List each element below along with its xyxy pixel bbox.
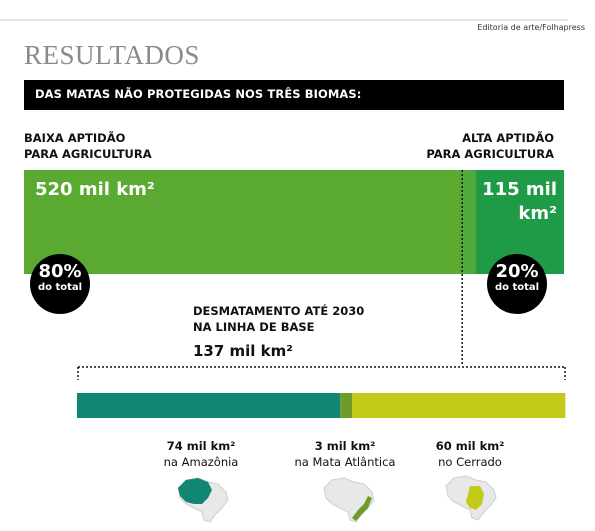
deforestation-label: DESMATAMENTO ATÉ 2030 NA LINHA DE BASE <box>193 303 364 335</box>
low-percent-value: 80% <box>38 261 82 282</box>
biome-amazonia-label: 74 mil km² na Amazônia <box>136 438 266 470</box>
biome-amazonia-value: 74 mil km² <box>166 439 236 453</box>
low-percent-circle: 80% do total <box>30 254 90 314</box>
biome-cerrado-value: 60 mil km² <box>435 439 505 453</box>
credit-text: Editoria de arte/Folhapress <box>477 23 585 32</box>
biome-cerrado-label: 60 mil km² no Cerrado <box>405 438 535 470</box>
low-aptitude-label: BAIXA APTIDÃO PARA AGRICULTURA <box>24 130 152 162</box>
high-percent-circle: 20% do total <box>487 254 547 314</box>
brazil-map-amazonia-icon <box>177 477 229 523</box>
biome-mata-label: 3 mil km² na Mata Atlântica <box>280 438 410 470</box>
high-aptitude-label: ALTA APTIDÃO PARA AGRICULTURA <box>426 130 554 162</box>
low-aptitude-label-line2: PARA AGRICULTURA <box>24 147 152 161</box>
deforestation-value: 137 mil km² <box>193 342 293 360</box>
low-aptitude-value: 520 mil km² <box>35 179 155 200</box>
biome-mata-value: 3 mil km² <box>314 439 376 453</box>
bar-high-aptitude-edge <box>462 170 477 274</box>
bar-low-aptitude <box>24 170 467 274</box>
header-bar <box>24 80 564 110</box>
biome-amazonia-name: na Amazônia <box>163 455 239 469</box>
bar-amazonia <box>77 393 341 418</box>
high-aptitude-label-line1: ALTA APTIDÃO <box>462 131 554 145</box>
deforestation-label-line2: NA LINHA DE BASE <box>193 320 315 334</box>
biome-cerrado-name: no Cerrado <box>438 455 502 469</box>
high-aptitude-value: 115 mil km² <box>467 178 557 226</box>
high-percent-sub: do total <box>494 282 540 293</box>
low-aptitude-label-line1: BAIXA APTIDÃO <box>24 131 126 145</box>
high-aptitude-value-line1: 115 mil <box>482 179 557 200</box>
brazil-map-cerrado-icon <box>445 475 497 521</box>
low-percent-sub: do total <box>37 282 83 293</box>
header-text: DAS MATAS NÃO PROTEGIDAS NOS TRÊS BIOMAS… <box>35 87 362 101</box>
bar-mata-atlantica <box>340 393 353 418</box>
brazil-map-mata-atlantica-icon <box>323 477 375 523</box>
section-title: RESULTADOS <box>24 40 200 70</box>
biome-mata-name: na Mata Atlântica <box>294 455 396 469</box>
high-aptitude-value-line2: km² <box>518 203 557 224</box>
top-rule <box>0 19 568 21</box>
high-aptitude-label-line2: PARA AGRICULTURA <box>426 147 554 161</box>
bar-cerrado <box>352 393 566 418</box>
high-percent-value: 20% <box>495 261 539 282</box>
deforestation-label-line1: DESMATAMENTO ATÉ 2030 <box>193 304 365 318</box>
